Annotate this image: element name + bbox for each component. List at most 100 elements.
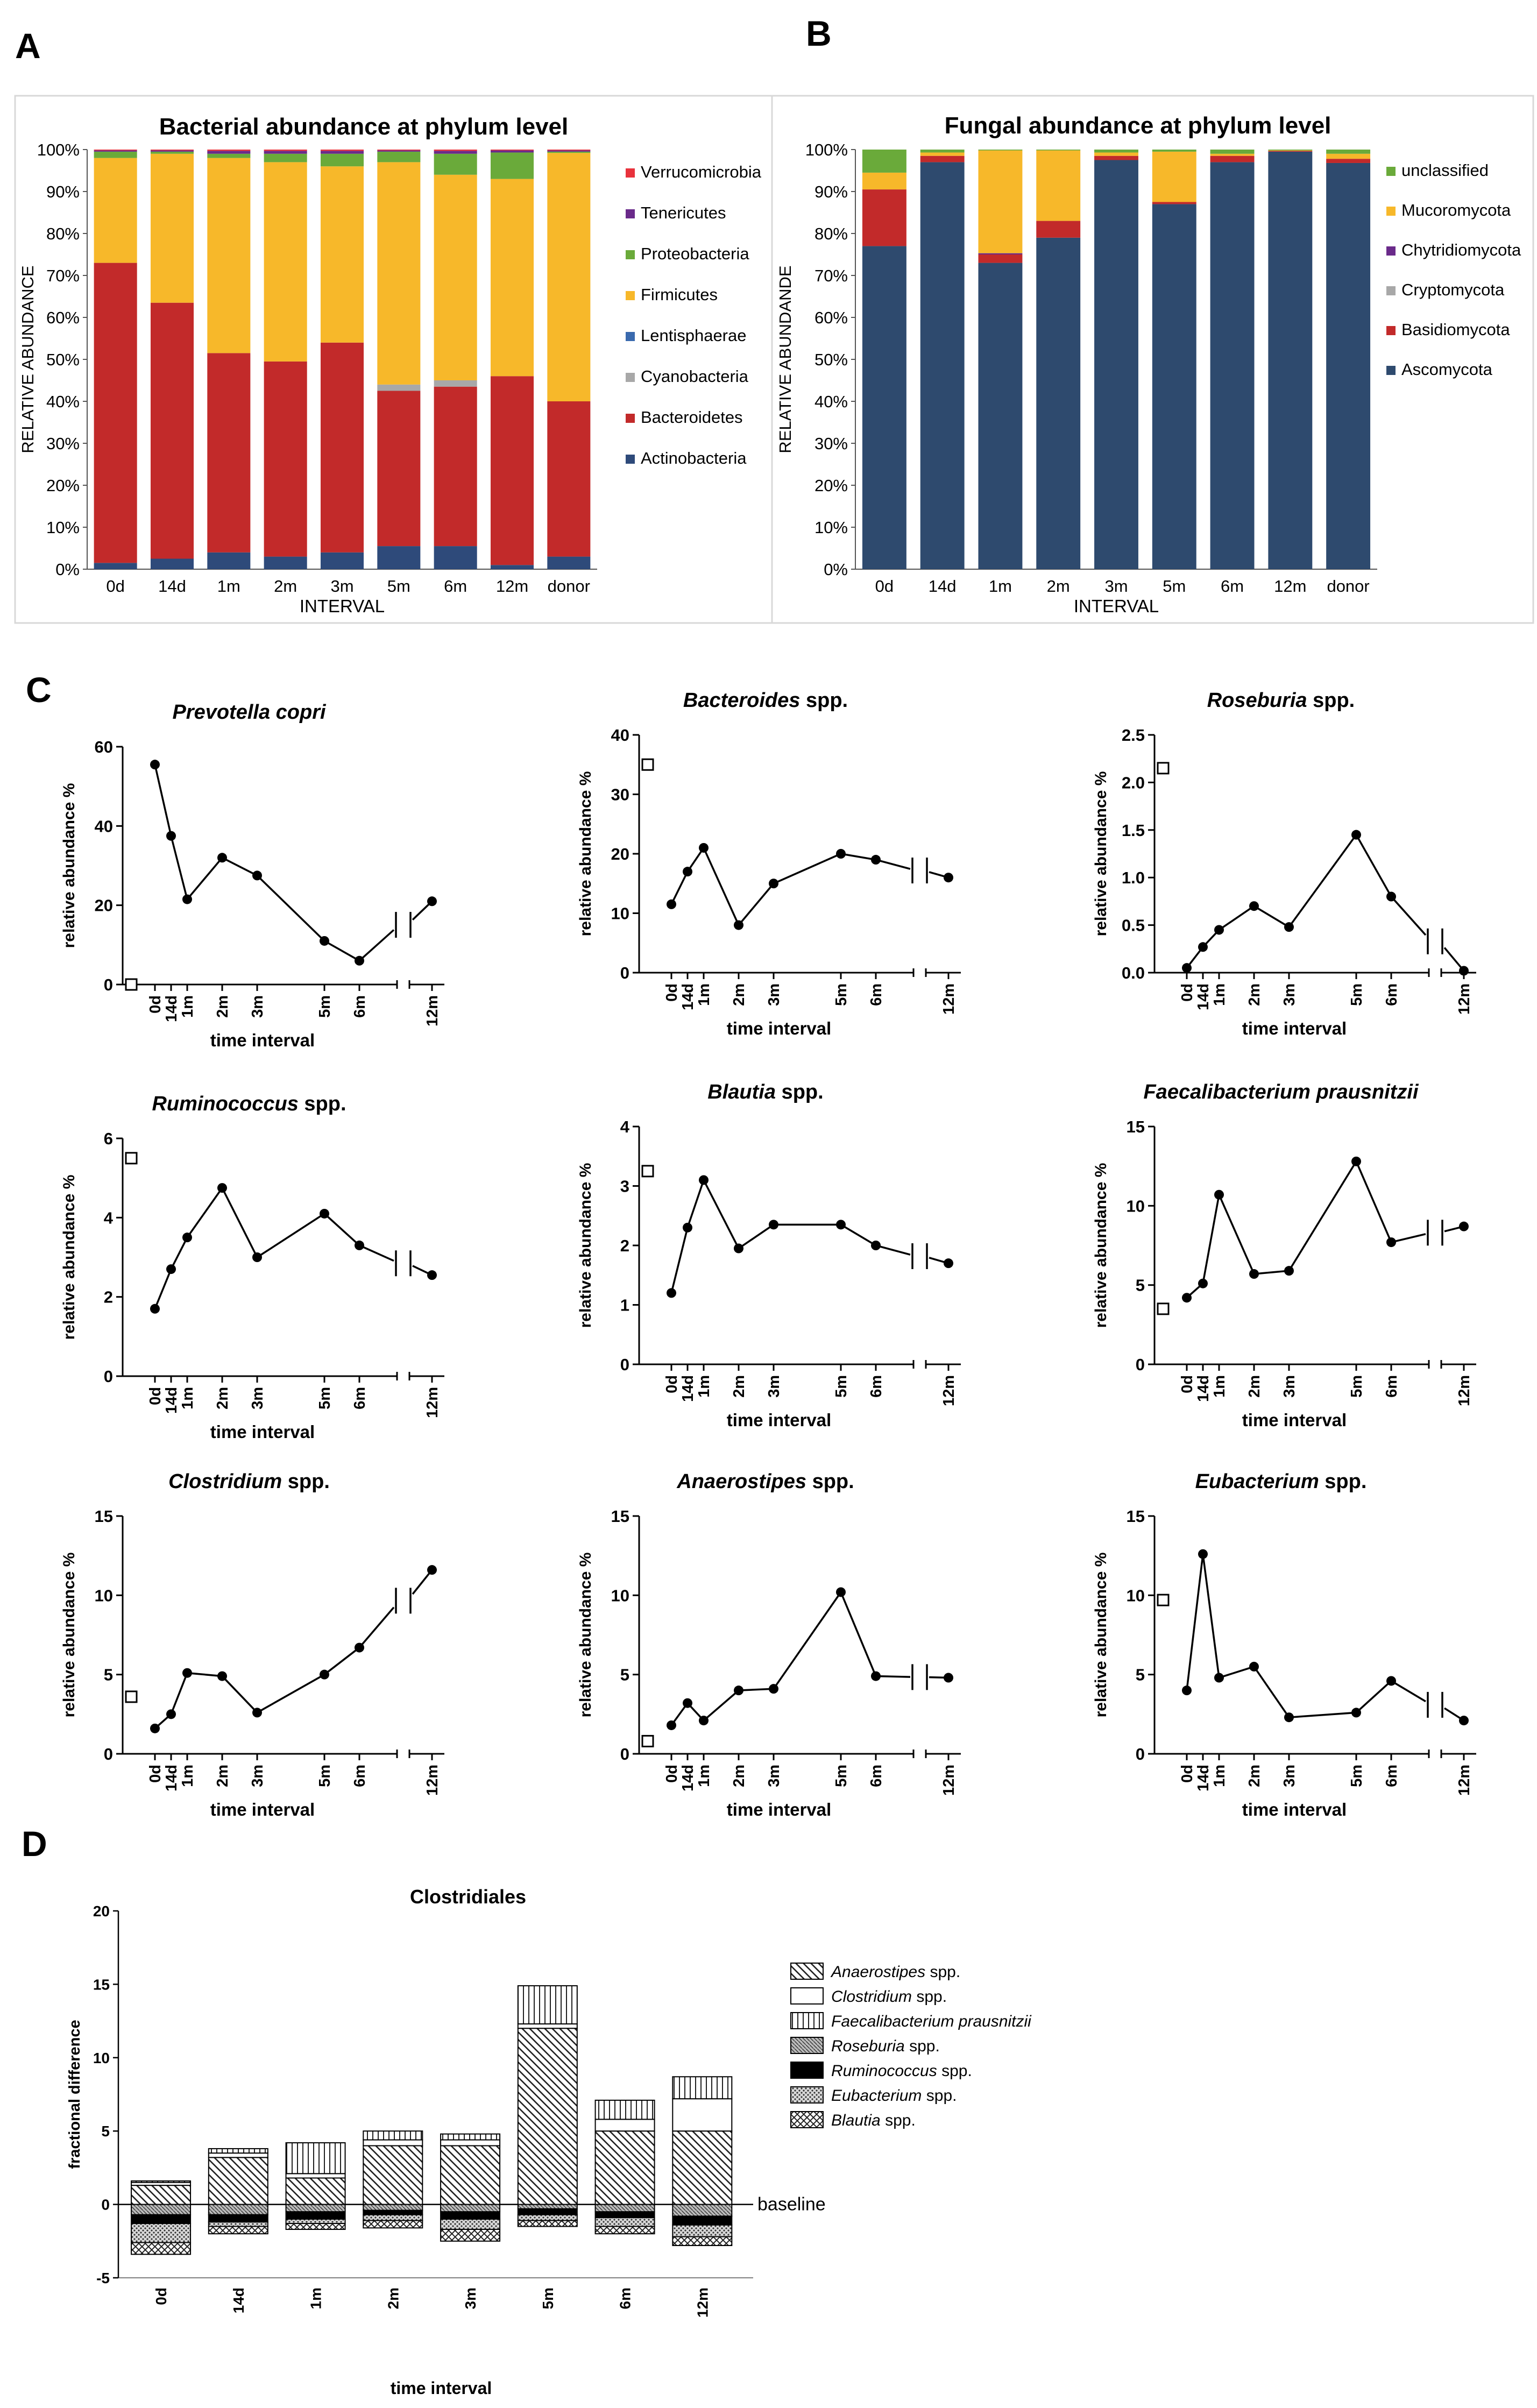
y-tick-label: 0 <box>620 964 629 982</box>
y-tick-label: 10 <box>1127 1196 1145 1215</box>
bar-segment-actinobacteria <box>94 563 137 569</box>
legend-swatch <box>626 291 635 300</box>
data-point <box>355 1240 364 1250</box>
bar-segment-clostridium <box>517 2023 578 2029</box>
x-axis-label: time interval <box>1242 1800 1347 1819</box>
bar-segment-verrucomicrobia <box>434 150 477 151</box>
bar-segment-basidiomycota <box>920 155 965 162</box>
x-tick-label: 2m <box>731 1375 748 1398</box>
legend-swatch <box>790 1987 824 2005</box>
bar-segment-basidiomycota <box>1152 202 1196 204</box>
x-tick-label: 6m <box>351 1765 369 1787</box>
y-tick-label: 40 <box>95 817 113 835</box>
bar-segment-clostridium <box>208 2152 268 2158</box>
y-axis-label: relative abundance % <box>577 771 594 937</box>
y-tick-label: 1 <box>620 1296 629 1315</box>
y-tick-label: 80% <box>814 224 848 243</box>
bar-segment-eubacterium <box>672 2224 733 2237</box>
y-axis-label: fractional difference <box>66 2020 83 2169</box>
x-tick-label: 0d <box>147 995 164 1014</box>
x-tick-label: 2m <box>274 577 297 596</box>
chart-title: Fungal abundance at phylum level <box>945 112 1331 139</box>
legend-entry: Bacteroidetes <box>641 408 743 427</box>
y-axis-label: RELATIVE ABUNDANCE <box>18 265 37 453</box>
bar-segment-bacteroidetes <box>547 401 591 557</box>
bar-segment-basidiomycota <box>1094 155 1138 160</box>
bar-segment-actinobacteria <box>434 546 477 569</box>
bar-segment-ruminococcus <box>517 2208 578 2215</box>
bar-segment-firmicutes <box>377 162 421 385</box>
legend-entry: Actinobacteria <box>641 449 747 468</box>
bar-segment-clostridium <box>285 2173 346 2179</box>
bar-segment-proteobacteria <box>207 153 251 158</box>
chart-title: Eubacterium spp. <box>1195 1470 1367 1493</box>
data-point <box>1351 1156 1361 1166</box>
bar-segment-proteobacteria <box>94 151 137 158</box>
x-axis-label: INTERVAL <box>300 596 385 616</box>
bar-segment-basidiomycota <box>1326 159 1371 163</box>
data-point <box>217 853 227 863</box>
y-tick-label: 0 <box>1136 1355 1145 1374</box>
x-axis-label: time interval <box>727 1410 831 1430</box>
bar-segment-faecalibacterium-prausnitzii <box>131 2180 192 2183</box>
chart-title: Bacteroides spp. <box>683 689 848 712</box>
x-axis-label: time interval <box>210 1422 315 1442</box>
bar-segment-blautia <box>594 2226 655 2235</box>
x-tick-label: 2m <box>1246 983 1263 1006</box>
legend-swatch <box>790 1963 824 1980</box>
chart-title: Prevotella copri <box>172 701 327 724</box>
data-point <box>944 1258 953 1269</box>
x-tick-label: 12m <box>496 577 528 596</box>
chart-title: Anaerostipes spp. <box>676 1470 854 1493</box>
x-tick-label: 6m <box>351 1387 369 1410</box>
x-tick-label: 0d <box>663 1765 681 1783</box>
series-line <box>670 1590 911 1726</box>
y-tick-label: 10 <box>93 2050 110 2066</box>
data-point <box>1459 1221 1469 1231</box>
x-tick-label: 1m <box>696 1375 713 1398</box>
x-tick-label: 1m <box>1211 983 1228 1006</box>
data-point <box>1198 1549 1208 1559</box>
data-point <box>699 1716 709 1726</box>
x-tick-label: 6m <box>351 995 369 1018</box>
chart-title-italic: Roseburia <box>1207 689 1307 712</box>
data-point <box>1214 1189 1224 1200</box>
bar-segment-blautia <box>363 2220 423 2229</box>
y-axis-label: relative abundance % <box>60 1175 78 1340</box>
x-tick-label: 3m <box>462 2287 479 2309</box>
donor-marker <box>641 1165 654 1178</box>
bar-segment-unclassified <box>1094 150 1138 153</box>
data-point <box>699 1175 709 1185</box>
legend-entry-rest: spp. <box>937 2062 972 2080</box>
y-tick-label: 15 <box>95 1507 113 1526</box>
x-tick-label: 2m <box>731 1765 748 1787</box>
y-tick-label: 5 <box>620 1666 629 1684</box>
x-tick-label: 3m <box>330 577 353 596</box>
panel-letter-c: C <box>26 670 52 710</box>
y-tick-label: 30% <box>46 434 80 453</box>
y-axis-label: relative abundance % <box>60 783 78 948</box>
data-point <box>1386 1237 1396 1248</box>
legend-swatch <box>790 2037 824 2054</box>
legend-entry: Clostridium spp. <box>831 1988 947 2006</box>
bar-segment-ascomycota <box>1036 237 1081 569</box>
y-tick-label: 60% <box>46 308 80 327</box>
bar-segment-clostridium <box>440 2139 501 2147</box>
bar-segment-anaerostipes <box>440 2145 501 2205</box>
data-point <box>769 1684 778 1694</box>
donor-marker <box>1157 1302 1170 1315</box>
bar-segment-roseburia <box>517 2204 578 2209</box>
bar-segment-firmicutes <box>320 166 364 343</box>
y-tick-label: 60 <box>95 738 113 756</box>
bar-segment-proteobacteria <box>547 151 591 153</box>
x-tick-label: 12m <box>424 995 441 1026</box>
bar-segment-bacteroidetes <box>377 391 421 547</box>
x-tick-label: 0d <box>1179 1375 1196 1393</box>
bar-segment-unclassified <box>1152 150 1196 152</box>
data-point <box>836 849 846 859</box>
bar-segment-anaerostipes <box>285 2177 346 2205</box>
bar-segment-eubacterium <box>517 2214 578 2221</box>
data-point <box>150 1304 160 1314</box>
y-tick-label: 90% <box>46 182 80 201</box>
